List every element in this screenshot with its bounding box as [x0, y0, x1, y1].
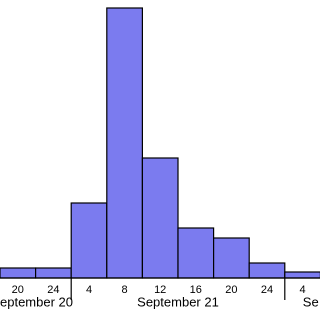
- bar: [248, 262, 286, 279]
- x-tick-label: 16: [190, 284, 202, 296]
- x-tick-label: 24: [47, 284, 59, 296]
- x-tick-label: 20: [225, 284, 237, 296]
- bar: [0, 267, 37, 279]
- group-label: eptember 20: [0, 294, 73, 309]
- x-tick-label: 20: [12, 284, 24, 296]
- bar: [213, 237, 250, 279]
- bar: [106, 7, 144, 279]
- x-tick-label: 24: [261, 284, 273, 296]
- bar: [34, 267, 72, 279]
- x-tick-label: 8: [122, 284, 128, 296]
- group-label: Se: [303, 294, 319, 309]
- x-tick-label: 4: [300, 284, 306, 296]
- bar: [177, 227, 215, 279]
- x-tick-label: 12: [154, 284, 166, 296]
- x-tick-label: 4: [86, 284, 92, 296]
- group-label: September 21: [137, 294, 219, 309]
- bar: [70, 202, 108, 279]
- bar: [141, 157, 179, 279]
- bar: [284, 271, 320, 279]
